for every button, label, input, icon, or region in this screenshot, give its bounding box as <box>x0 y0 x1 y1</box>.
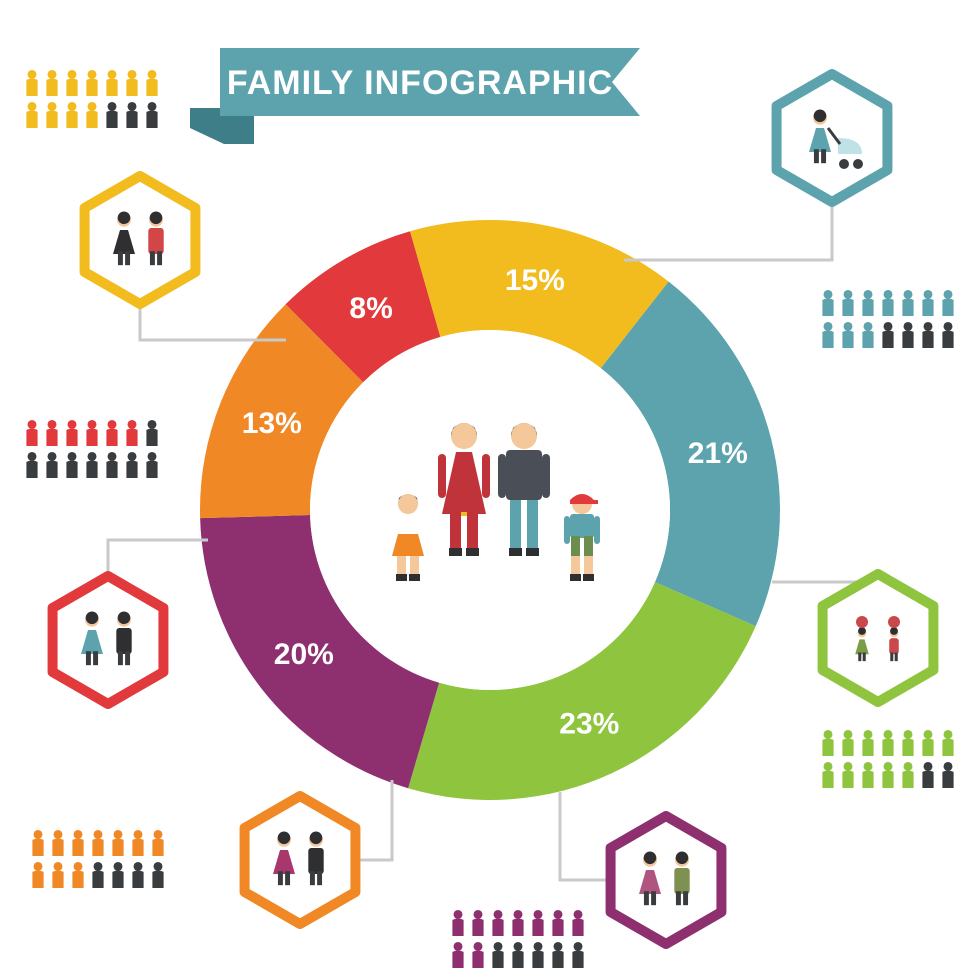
infographic-stage: FAMILY INFOGRAPHIC 21% 23% 20% 13% 8% 15% <box>0 0 980 980</box>
red-hex-badge <box>53 576 164 704</box>
orange-hex-connector <box>358 780 392 860</box>
donut-label-red: 8% <box>349 292 392 325</box>
orange-hex-badge <box>245 796 356 924</box>
purple-hex-people-block <box>452 910 583 968</box>
page-title: FAMILY INFOGRAPHIC <box>227 64 613 102</box>
donut-label-orange: 13% <box>242 407 302 440</box>
donut-center <box>310 330 670 690</box>
purple-hex <box>452 792 721 968</box>
yellow-hex-people-block <box>26 70 157 128</box>
donut-label-teal: 21% <box>688 437 748 470</box>
donut-label-purple: 20% <box>274 638 334 671</box>
purple-hex-badge <box>611 816 722 944</box>
red-hex-people-block <box>26 420 157 478</box>
teal-hex-badge <box>777 74 888 202</box>
green-hex-people-block <box>822 730 953 788</box>
donut-chart: 21% 23% 20% 13% 8% 15% <box>200 220 780 800</box>
orange-hex <box>32 780 392 924</box>
infographic-canvas: FAMILY INFOGRAPHIC 21% 23% 20% 13% 8% 15% <box>0 0 980 980</box>
green-hex-badge <box>823 574 934 702</box>
purple-hex-connector <box>560 792 608 880</box>
orange-hex-people-block <box>32 830 163 888</box>
donut-label-yellow: 15% <box>505 264 565 297</box>
red-hex-connector <box>108 540 208 584</box>
donut-label-green: 23% <box>559 707 619 740</box>
green-hex <box>772 574 954 788</box>
teal-hex-connector <box>624 196 832 260</box>
red-hex <box>26 420 208 704</box>
yellow-hex-badge <box>85 176 196 304</box>
teal-hex-people-block <box>822 290 953 348</box>
